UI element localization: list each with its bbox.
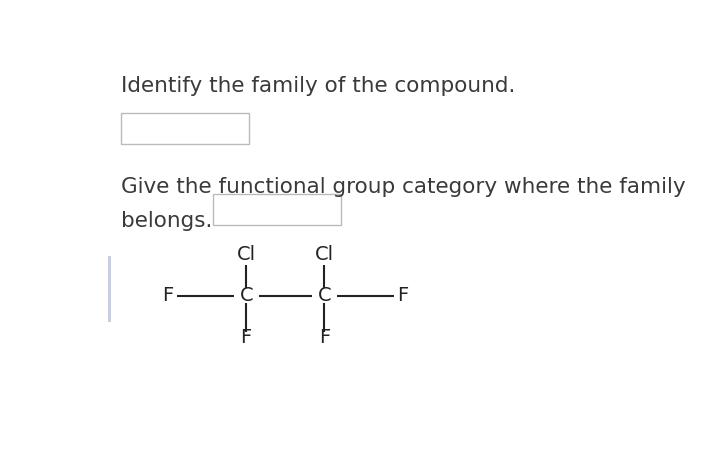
Text: Identify the family of the compound.: Identify the family of the compound.: [121, 76, 515, 97]
Text: Cl: Cl: [315, 245, 334, 264]
Text: Give the functional group category where the family: Give the functional group category where…: [121, 176, 685, 197]
FancyBboxPatch shape: [121, 113, 249, 144]
Text: C: C: [240, 286, 253, 305]
Text: Cl: Cl: [237, 245, 256, 264]
Text: F: F: [240, 328, 252, 347]
Bar: [108, 256, 111, 322]
Text: F: F: [397, 286, 408, 305]
Text: belongs.: belongs.: [121, 211, 212, 231]
Text: C: C: [318, 286, 331, 305]
Text: F: F: [319, 328, 330, 347]
FancyBboxPatch shape: [213, 194, 341, 225]
Text: F: F: [163, 286, 174, 305]
